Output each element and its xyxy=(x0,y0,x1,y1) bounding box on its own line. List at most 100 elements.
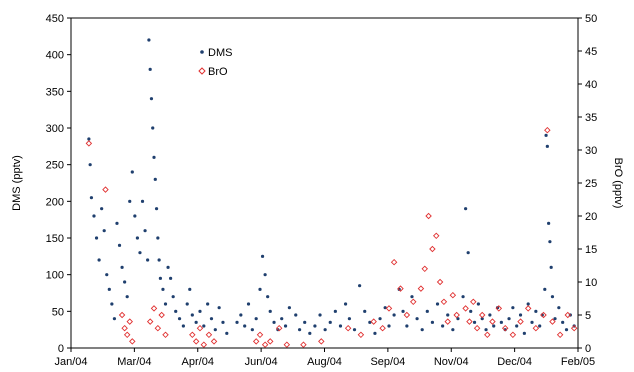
point-bro xyxy=(158,311,165,319)
point-bro xyxy=(449,291,457,299)
point-dms xyxy=(405,324,409,328)
point-dms xyxy=(549,265,553,269)
point-dms xyxy=(169,276,173,280)
point-dms xyxy=(294,313,298,317)
point-dms xyxy=(100,207,104,211)
legend: DMS BrO xyxy=(198,47,232,78)
point-bro xyxy=(544,126,551,134)
point-dms xyxy=(318,313,322,317)
point-bro xyxy=(256,331,264,339)
point-dms xyxy=(89,196,94,200)
point-dms xyxy=(147,38,151,42)
y-tick-label: 350 xyxy=(46,86,64,98)
x-tick-label: Feb/05 xyxy=(561,356,595,368)
point-dms xyxy=(112,317,117,321)
point-bro xyxy=(344,324,352,332)
y-tick-label: 250 xyxy=(46,160,64,172)
point-dms xyxy=(392,313,396,317)
point-dms xyxy=(152,155,156,159)
point-bro xyxy=(517,318,524,325)
point-bro xyxy=(126,318,133,325)
point-bro xyxy=(397,285,404,292)
point-dms xyxy=(138,251,142,255)
point-dms xyxy=(217,306,221,310)
point-bro xyxy=(118,311,126,319)
point-bro xyxy=(421,265,428,273)
y2-tick-label: 5 xyxy=(585,310,591,322)
point-dms xyxy=(420,328,424,332)
point-dms xyxy=(268,309,272,313)
point-bro xyxy=(466,318,473,325)
point-dms xyxy=(115,221,119,225)
point-dms xyxy=(140,199,145,203)
x-axis: Jan/04 Mar/04 Apr/04 Jun/04 Aug/04 Sep/04 Nov/… xyxy=(54,348,595,368)
point-dms xyxy=(488,313,492,317)
point-dms xyxy=(225,331,229,335)
point-bro xyxy=(210,338,218,345)
point-dms xyxy=(526,302,530,306)
point-bro xyxy=(162,331,169,339)
point-dms xyxy=(308,331,312,335)
point-dms xyxy=(464,207,468,211)
point-dms xyxy=(107,287,111,291)
point-dms xyxy=(125,295,129,299)
series-bro xyxy=(85,126,578,348)
point-dms xyxy=(522,331,526,335)
point-dms xyxy=(492,324,496,328)
point-dms xyxy=(435,302,440,306)
point-bro xyxy=(121,324,128,332)
point-dms xyxy=(250,328,254,332)
point-dms xyxy=(476,302,480,306)
point-bro xyxy=(501,324,509,332)
point-dms xyxy=(466,251,470,255)
point-bro xyxy=(433,232,440,240)
point-dms xyxy=(266,295,270,299)
point-bro xyxy=(484,331,491,339)
point-dms xyxy=(154,207,159,211)
point-dms xyxy=(161,287,165,291)
point-dms xyxy=(117,243,122,247)
point-bro xyxy=(532,324,540,332)
data-marks xyxy=(85,38,578,348)
point-dms xyxy=(151,126,155,130)
x-tick-label: Aug/04 xyxy=(307,356,342,368)
point-dms xyxy=(153,177,157,181)
point-bro xyxy=(370,318,377,325)
point-dms xyxy=(313,324,317,328)
point-dms xyxy=(425,309,429,313)
point-dms xyxy=(171,295,175,299)
y2-tick-label: 10 xyxy=(585,277,597,289)
point-dms xyxy=(387,324,391,328)
point-dms xyxy=(480,317,484,321)
point-dms xyxy=(185,302,189,306)
point-dms xyxy=(128,199,132,203)
point-dms xyxy=(239,313,243,317)
point-dms xyxy=(260,254,265,258)
point-bro xyxy=(570,324,578,332)
y2-tick-label: 45 xyxy=(585,46,597,58)
point-dms xyxy=(146,258,150,262)
y-tick-label: 50 xyxy=(52,306,64,318)
point-bro xyxy=(385,305,393,312)
point-dms xyxy=(158,276,162,280)
point-dms xyxy=(221,320,225,324)
point-bro xyxy=(524,305,532,312)
point-bro xyxy=(429,245,436,253)
point-dms xyxy=(472,320,477,324)
point-dms xyxy=(518,313,523,317)
x-tick-label: Jan/04 xyxy=(54,356,87,368)
y2-tick-label: 15 xyxy=(585,244,597,256)
point-bro xyxy=(410,298,417,306)
y-tick-label: 0 xyxy=(58,343,64,355)
point-dms xyxy=(105,273,109,277)
point-dms xyxy=(280,317,284,321)
point-bro xyxy=(440,298,448,306)
y2-tick-label: 35 xyxy=(585,112,597,124)
point-dms xyxy=(561,320,565,324)
y-axis-label: DMS (pptv) xyxy=(11,155,23,211)
y-tick-label: 200 xyxy=(46,196,64,208)
point-dms xyxy=(92,214,96,218)
point-dms xyxy=(206,302,210,306)
plot-area xyxy=(70,17,579,349)
point-dms xyxy=(135,236,140,240)
